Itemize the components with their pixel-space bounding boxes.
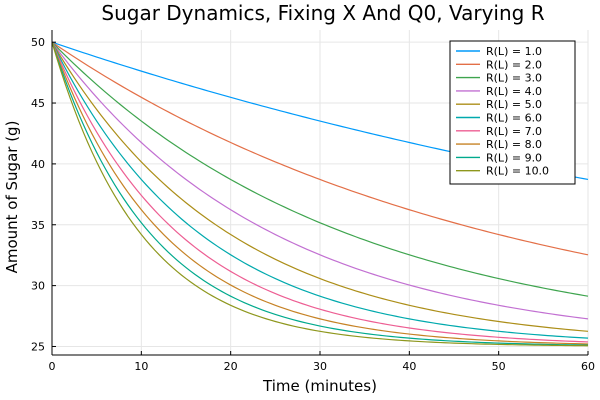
x-tick-label: 50 (492, 360, 506, 373)
y-tick-label: 30 (31, 280, 45, 293)
y-tick-label: 25 (31, 340, 45, 353)
series-line-9 (51, 41, 589, 346)
x-tick-label: 0 (49, 360, 56, 373)
legend-entry-6: R(L) = 6.0 (486, 112, 542, 125)
legend-entry-8: R(L) = 8.0 (486, 138, 542, 151)
y-tick-label: 50 (31, 36, 45, 49)
x-tick-label: 40 (402, 360, 416, 373)
legend-entry-5: R(L) = 5.0 (486, 98, 542, 111)
series-line-6 (51, 41, 589, 339)
legend-entry-10: R(L) = 10.0 (486, 165, 549, 178)
legend-entry-4: R(L) = 4.0 (486, 85, 542, 98)
x-axis-label: Time (minutes) (262, 377, 377, 395)
series-line-7 (51, 41, 589, 343)
legend-entry-1: R(L) = 1.0 (486, 45, 542, 58)
legend-entry-2: R(L) = 2.0 (486, 58, 542, 71)
y-tick-label: 40 (31, 158, 45, 171)
x-tick-label: 10 (134, 360, 148, 373)
legend-entry-7: R(L) = 7.0 (486, 125, 542, 138)
chart-title: Sugar Dynamics, Fixing X And Q0, Varying… (101, 1, 544, 25)
series-line-4 (51, 41, 589, 320)
legend-entry-9: R(L) = 9.0 (486, 151, 542, 164)
y-axis-label: Amount of Sugar (g) (3, 121, 21, 274)
legend: R(L) = 1.0R(L) = 2.0R(L) = 3.0R(L) = 4.0… (449, 40, 576, 185)
legend-entry-3: R(L) = 3.0 (486, 72, 542, 85)
series-line-10 (51, 41, 589, 347)
x-tick-label: 20 (224, 360, 238, 373)
y-tick-label: 35 (31, 219, 45, 232)
y-tick-label: 45 (31, 97, 45, 110)
series-line-5 (51, 41, 589, 332)
series-line-2 (51, 41, 589, 256)
x-tick-label: 60 (581, 360, 595, 373)
series-line-3 (51, 41, 589, 297)
x-tick-label: 30 (313, 360, 327, 373)
series-line-8 (51, 41, 589, 345)
axes: 0 10 20 30 40 50 60 25 30 35 40 45 50 (31, 30, 595, 373)
